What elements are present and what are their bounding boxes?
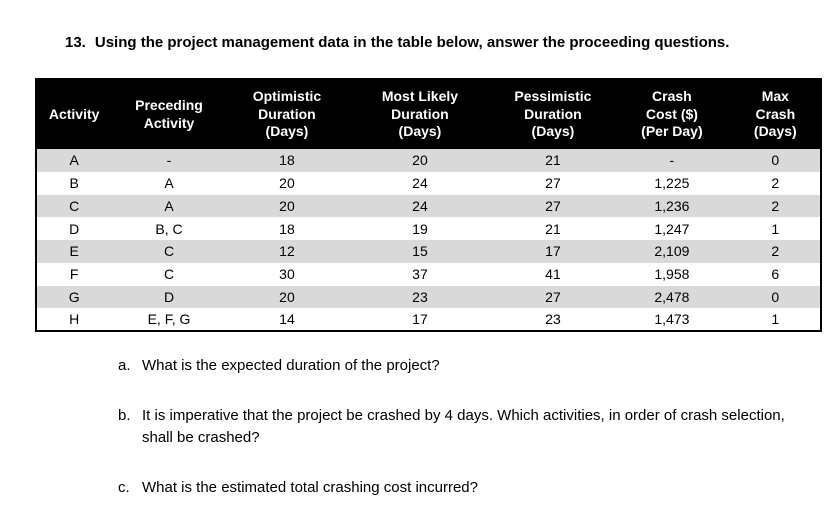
table-cell: C [111, 240, 227, 263]
question-item-b: b. It is imperative that the project be … [118, 405, 818, 449]
table-cell: 1,236 [613, 194, 731, 218]
project-data-table: Activity Preceding Activity Optimistic D… [35, 78, 822, 332]
table-cell: B, C [111, 217, 227, 240]
table-cell: F [36, 262, 112, 286]
table-row: E C 12 15 17 2,109 2 [36, 240, 821, 263]
table-cell: 2 [730, 171, 821, 195]
table-cell: 0 [730, 285, 821, 309]
table-header-cell-max-crash: Max Crash (Days) [730, 79, 821, 149]
question-item-c: c. What is the estimated total crashing … [118, 477, 818, 499]
question-text: It is imperative that the project be cra… [142, 407, 785, 446]
table-header-cell-crash-cost: Crash Cost ($) (Per Day) [613, 79, 731, 149]
table-cell: 2,478 [613, 285, 731, 309]
table-cell: 1,473 [613, 308, 731, 331]
table-cell: H [36, 308, 112, 331]
table-cell: 27 [492, 194, 614, 218]
table-cell: 19 [347, 217, 493, 240]
table-header-cell-most-likely-duration: Most Likely Duration (Days) [347, 79, 493, 149]
heading-text: Using the project management data in the… [94, 34, 730, 51]
table-cell: 1,225 [613, 171, 731, 195]
table-cell: 37 [347, 262, 493, 286]
table-cell: 17 [347, 308, 493, 331]
table-cell: 6 [730, 262, 821, 286]
table-cell: 18 [226, 217, 348, 240]
questions-list: a. What is the expected duration of the … [118, 355, 818, 507]
table-cell: 41 [492, 262, 614, 286]
table-cell: G [36, 285, 112, 309]
table-cell: 17 [492, 240, 614, 263]
table-cell: 2 [730, 240, 821, 263]
table-cell: D [36, 217, 112, 240]
table-cell: C [111, 262, 227, 286]
table-header-cell-preceding-activity: Preceding Activity [111, 79, 227, 149]
question-label: b. [118, 407, 131, 424]
table-cell: 20 [347, 149, 493, 172]
table-cell: 2 [730, 194, 821, 218]
table-header-row: Activity Preceding Activity Optimistic D… [36, 79, 821, 149]
table-cell: 15 [347, 240, 493, 263]
table-cell: 18 [226, 149, 348, 172]
table-row: H E, F, G 14 17 23 1,473 1 [36, 308, 821, 331]
table-cell: 20 [226, 171, 348, 195]
table-cell: 20 [226, 285, 348, 309]
table-cell: 1 [730, 308, 821, 331]
table-cell: C [36, 194, 112, 218]
table-cell: 0 [730, 149, 821, 172]
table-cell: 23 [492, 308, 614, 331]
table-header-cell-pessimistic-duration: Pessimistic Duration (Days) [492, 79, 614, 149]
table-header-cell-optimistic-duration: Optimistic Duration (Days) [226, 79, 348, 149]
table-row: B A 20 24 27 1,225 2 [36, 171, 821, 195]
question-label: a. [118, 357, 131, 374]
table-cell: D [111, 285, 227, 309]
question-text: What is the expected duration of the pro… [142, 357, 440, 374]
table-cell: 21 [492, 217, 614, 240]
table-cell: 20 [226, 194, 348, 218]
table-header-cell-activity: Activity [36, 79, 112, 149]
table-cell: E [36, 240, 112, 263]
table-cell: 24 [347, 171, 493, 195]
table-cell: 2,109 [613, 240, 731, 263]
question-label: c. [118, 479, 130, 496]
table-cell: - [111, 149, 227, 172]
table-cell: 27 [492, 171, 614, 195]
table-cell: B [36, 171, 112, 195]
heading-number: 13. [65, 34, 86, 51]
table-cell: 14 [226, 308, 348, 331]
question-text: What is the estimated total crashing cos… [142, 479, 478, 496]
table-cell: E, F, G [111, 308, 227, 331]
table-cell: 1,958 [613, 262, 731, 286]
table-cell: 30 [226, 262, 348, 286]
table-cell: 27 [492, 285, 614, 309]
table-cell: 23 [347, 285, 493, 309]
table-row: F C 30 37 41 1,958 6 [36, 262, 821, 286]
table-cell: A [111, 171, 227, 195]
table-cell: A [36, 149, 112, 172]
table-row: G D 20 23 27 2,478 0 [36, 285, 821, 309]
question-item-a: a. What is the expected duration of the … [118, 355, 818, 377]
table-row: A - 18 20 21 - 0 [36, 149, 821, 172]
table-cell: 21 [492, 149, 614, 172]
table-cell: - [613, 149, 731, 172]
table-cell: 1 [730, 217, 821, 240]
table-cell: 1,247 [613, 217, 731, 240]
table-row: C A 20 24 27 1,236 2 [36, 194, 821, 218]
question-heading: 13. Using the project management data in… [65, 34, 729, 51]
table-cell: 24 [347, 194, 493, 218]
table-cell: 12 [226, 240, 348, 263]
table-cell: A [111, 194, 227, 218]
table-row: D B, C 18 19 21 1,247 1 [36, 217, 821, 240]
